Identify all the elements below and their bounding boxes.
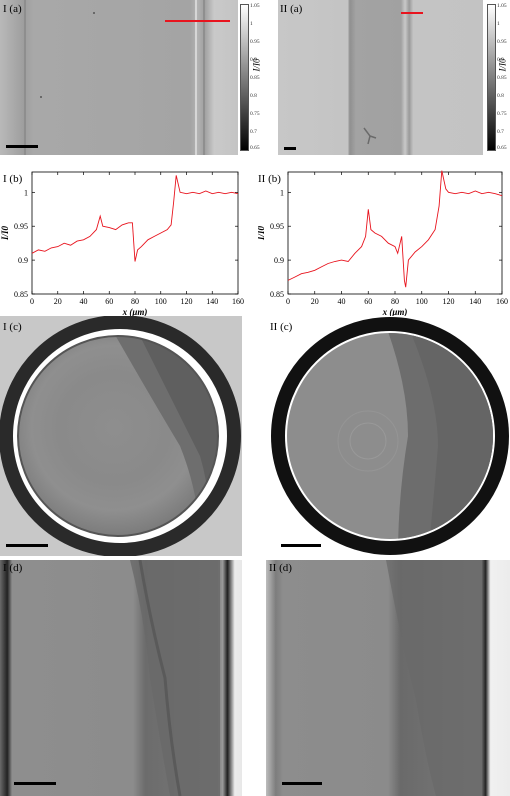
- y-tick-label: 0.85: [270, 290, 284, 299]
- x-tick-label: 20: [311, 297, 319, 306]
- colorbar-tick: 0.85: [497, 75, 507, 81]
- colorbar-II: [487, 4, 496, 151]
- scale-bar: [284, 147, 296, 150]
- x-tick-label: 40: [80, 297, 88, 306]
- panel-label: I (d): [3, 562, 23, 574]
- micrograph-I-d: I (d): [0, 560, 242, 796]
- x-tick-label: 120: [443, 297, 455, 306]
- x-tick-label: 40: [338, 297, 346, 306]
- colorbar-tick: 0.75: [250, 111, 260, 117]
- colorbar-tick: 1: [497, 21, 500, 27]
- x-tick-label: 120: [181, 297, 193, 306]
- profile-line: [287, 170, 503, 288]
- x-tick-label: 140: [206, 297, 218, 306]
- y-tick-label: 1: [280, 188, 284, 197]
- x-tick-label: 60: [364, 297, 372, 306]
- micrograph-II-a-image: [278, 0, 483, 155]
- x-tick-label: 0: [30, 297, 34, 306]
- colorbar-tick: 0.85: [250, 75, 260, 81]
- y-tick-label: 0.95: [270, 222, 284, 231]
- micrograph-II-d-image: [266, 560, 510, 796]
- x-axis-label: x (μm): [122, 307, 148, 317]
- x-tick-label: 100: [416, 297, 428, 306]
- colorbar-tick: 0.65: [250, 145, 260, 151]
- colorbar-I: [240, 4, 249, 151]
- micrograph-I-a-image: [0, 0, 238, 155]
- scale-bar: [14, 782, 56, 785]
- profile-chart-II: 0 20 40 60 80 100 120 140 160 0.85 0.9 0.95 1 x (μm) I…: [258, 170, 508, 317]
- x-tick-label: 140: [469, 297, 481, 306]
- colorbar-tick: 0.7: [250, 129, 257, 135]
- panel-label: II (d): [269, 562, 292, 574]
- line-profile-marker-I: [165, 20, 230, 22]
- colorbar-title: I/I0: [251, 58, 262, 72]
- colorbar-tick: 1.05: [497, 3, 507, 9]
- micrograph-II-a: II (a): [278, 0, 483, 155]
- micrograph-II-c: II (c): [268, 316, 510, 558]
- panel-label: I (a): [3, 3, 22, 15]
- y-axis-label: I/I0: [258, 226, 266, 242]
- colorbar-tick: 0.95: [497, 39, 507, 45]
- x-axis-label: x (μm): [382, 307, 408, 317]
- colorbar-tick: 1: [250, 21, 253, 27]
- x-tick-label: 160: [496, 297, 508, 306]
- y-tick-label: 0.9: [274, 256, 284, 265]
- scale-bar: [281, 544, 321, 547]
- scale-bar: [282, 782, 322, 785]
- profile-chart-I: 0 20 40 60 80 100 120 140 160 0.85 0.9 0.95 1 x (μm) I…: [0, 171, 244, 317]
- scale-bar: [6, 544, 48, 547]
- y-tick-label: 0.95: [14, 222, 28, 231]
- plot-frame: [31, 171, 239, 295]
- micrograph-II-d: II (d): [266, 560, 510, 796]
- panel-label: I (c): [3, 321, 22, 333]
- colorbar-tick: 1.05: [250, 3, 260, 9]
- scale-bar: [6, 145, 38, 148]
- x-tick-label: 80: [131, 297, 139, 306]
- micrograph-I-c-image: [0, 316, 241, 556]
- profile-line: [31, 175, 239, 262]
- x-tick-label: 100: [155, 297, 167, 306]
- colorbar-tick: 0.9: [497, 57, 504, 63]
- colorbar-tick: 0.7: [497, 129, 504, 135]
- panel-label: II (b): [258, 173, 281, 185]
- y-tick-label: 0.9: [18, 256, 28, 265]
- y-tick-label: 0.85: [14, 290, 28, 299]
- micrograph-II-c-image: [271, 317, 509, 555]
- micrograph-I-d-image: [0, 560, 242, 796]
- plot-frame: [287, 171, 503, 295]
- x-tick-label: 0: [286, 297, 290, 306]
- colorbar-title: I/I0: [497, 58, 508, 72]
- colorbar-tick: 0.8: [497, 93, 504, 99]
- x-tick-label: 20: [54, 297, 62, 306]
- micrograph-I-c: I (c): [0, 316, 242, 556]
- x-tick-label: 160: [232, 297, 244, 306]
- y-tick-label: 1: [24, 188, 28, 197]
- micrograph-I-a: I (a): [0, 0, 238, 155]
- colorbar-tick: 0.8: [250, 93, 257, 99]
- colorbar-tick: 0.95: [250, 39, 260, 45]
- colorbar-tick: 0.9: [250, 57, 257, 63]
- x-tick-label: 80: [391, 297, 399, 306]
- colorbar-tick: 0.65: [497, 145, 507, 151]
- panel-label: II (a): [280, 3, 303, 15]
- colorbar-tick: 0.75: [497, 111, 507, 117]
- x-tick-label: 60: [105, 297, 113, 306]
- panel-label: I (b): [3, 173, 23, 185]
- y-axis-label: I/I0: [0, 226, 10, 242]
- line-profile-marker-II: [401, 12, 423, 14]
- panel-label: II (c): [270, 321, 293, 333]
